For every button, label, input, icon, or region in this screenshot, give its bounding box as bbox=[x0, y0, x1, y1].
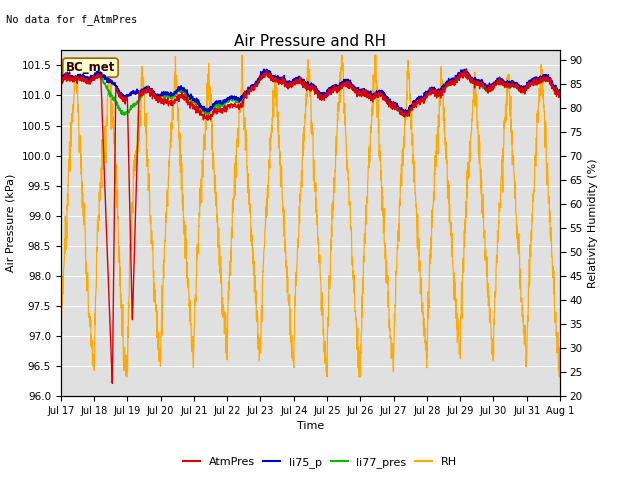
Legend: AtmPres, li75_p, li77_pres, RH: AtmPres, li75_p, li77_pres, RH bbox=[179, 452, 461, 472]
Y-axis label: Relativity Humidity (%): Relativity Humidity (%) bbox=[588, 158, 598, 288]
Title: Air Pressure and RH: Air Pressure and RH bbox=[234, 34, 387, 49]
Y-axis label: Air Pressure (kPa): Air Pressure (kPa) bbox=[6, 174, 16, 272]
Text: No data for f_AtmPres: No data for f_AtmPres bbox=[6, 14, 138, 25]
X-axis label: Time: Time bbox=[297, 421, 324, 431]
Text: BC_met: BC_met bbox=[66, 61, 115, 74]
